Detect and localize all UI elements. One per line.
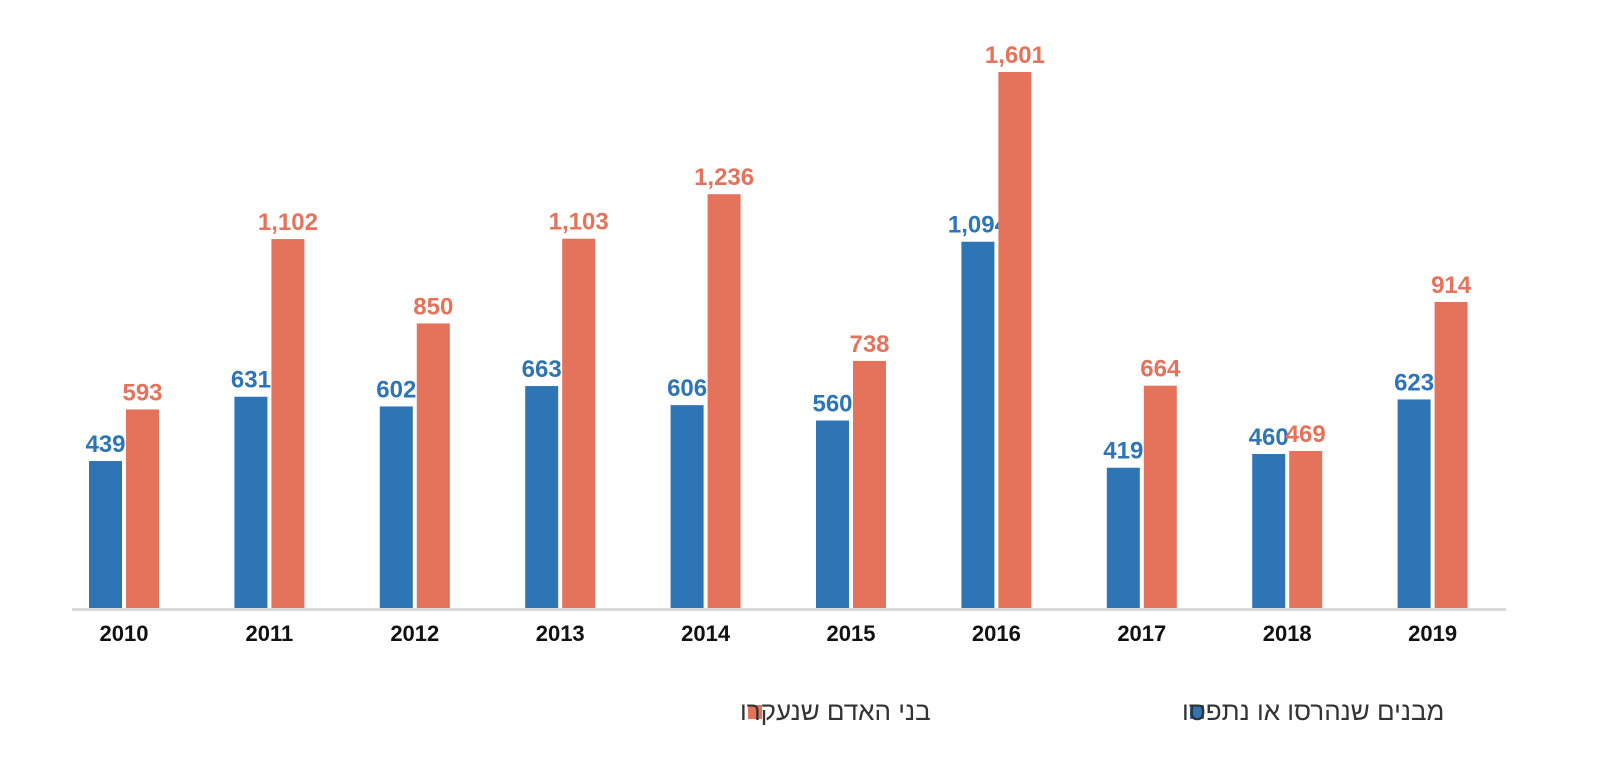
bar-buildings-2012 bbox=[379, 406, 413, 608]
legend-swatch-buildings bbox=[1190, 705, 1204, 719]
bar-displaced-2016 bbox=[998, 72, 1032, 608]
x-tick-2016: 2016 bbox=[972, 621, 1021, 646]
value-label-buildings-2017: 419 bbox=[1103, 438, 1143, 465]
value-label-buildings-2012: 602 bbox=[376, 376, 416, 403]
value-label-displaced-2016: 1,601 bbox=[985, 42, 1045, 69]
x-tick-2013: 2013 bbox=[536, 621, 585, 646]
bar-displaced-2014 bbox=[707, 194, 741, 609]
value-label-buildings-2018: 460 bbox=[1249, 424, 1289, 451]
bars-layer: 439 593 631 1,102 602 850 663 1,103 606 1,236 560 7… bbox=[85, 42, 1472, 609]
value-label-displaced-2012: 850 bbox=[413, 293, 453, 320]
bar-buildings-2013 bbox=[525, 386, 559, 608]
bar-buildings-2016 bbox=[961, 241, 995, 609]
x-tick-2010: 2010 bbox=[100, 621, 149, 646]
value-label-displaced-2013: 1,103 bbox=[549, 209, 609, 236]
legend-swatch-displaced bbox=[748, 705, 762, 719]
value-label-buildings-2019: 623 bbox=[1394, 369, 1434, 396]
x-tick-labels: 2010 2011 2012 2013 2014 2015 2016 2017 2018 2019 bbox=[100, 621, 1458, 646]
bar-displaced-2018 bbox=[1289, 450, 1323, 608]
value-label-buildings-2013: 663 bbox=[522, 356, 562, 383]
x-tick-2017: 2017 bbox=[1117, 621, 1166, 646]
bar-buildings-2014 bbox=[670, 405, 704, 608]
value-label-buildings-2010: 439 bbox=[85, 431, 125, 458]
bar-buildings-2019 bbox=[1397, 399, 1431, 608]
value-label-displaced-2010: 593 bbox=[122, 379, 162, 406]
value-label-displaced-2011: 1,102 bbox=[258, 209, 318, 236]
bar-displaced-2017 bbox=[1143, 385, 1177, 608]
value-label-displaced-2019: 914 bbox=[1431, 272, 1472, 299]
value-label-buildings-2011: 631 bbox=[231, 367, 271, 394]
legend-label-buildings: מבנים שנהרסו או נתפסו bbox=[1182, 696, 1444, 726]
bar-displaced-2010 bbox=[126, 409, 159, 608]
x-tick-2012: 2012 bbox=[390, 621, 439, 646]
x-tick-2019: 2019 bbox=[1408, 621, 1457, 646]
x-tick-2014: 2014 bbox=[681, 621, 731, 646]
value-label-buildings-2014: 606 bbox=[667, 375, 707, 402]
x-tick-2018: 2018 bbox=[1263, 621, 1312, 646]
value-label-displaced-2017: 664 bbox=[1140, 356, 1181, 383]
x-tick-2011: 2011 bbox=[246, 621, 294, 646]
value-label-displaced-2015: 738 bbox=[849, 331, 889, 358]
x-axis-line bbox=[72, 608, 1506, 611]
bar-displaced-2019 bbox=[1434, 302, 1468, 608]
legend-label-displaced: בני האדם שנעקרו bbox=[740, 696, 931, 726]
value-label-displaced-2014: 1,236 bbox=[694, 164, 754, 191]
legend: מבנים שנהרסו או נתפסו בני האדם שנעקרו bbox=[740, 696, 1444, 726]
x-tick-2015: 2015 bbox=[827, 621, 876, 646]
value-label-buildings-2015: 560 bbox=[812, 391, 852, 418]
bar-displaced-2012 bbox=[416, 323, 450, 608]
value-label-displaced-2018: 469 bbox=[1286, 421, 1326, 448]
bar-buildings-2010 bbox=[89, 461, 122, 608]
bar-displaced-2011 bbox=[271, 239, 305, 608]
bar-buildings-2015 bbox=[816, 420, 849, 608]
bar-buildings-2018 bbox=[1252, 453, 1286, 608]
bar-displaced-2013 bbox=[562, 238, 596, 608]
bar-displaced-2015 bbox=[853, 360, 886, 608]
bar-buildings-2017 bbox=[1106, 467, 1140, 608]
bar-buildings-2011 bbox=[234, 396, 268, 608]
